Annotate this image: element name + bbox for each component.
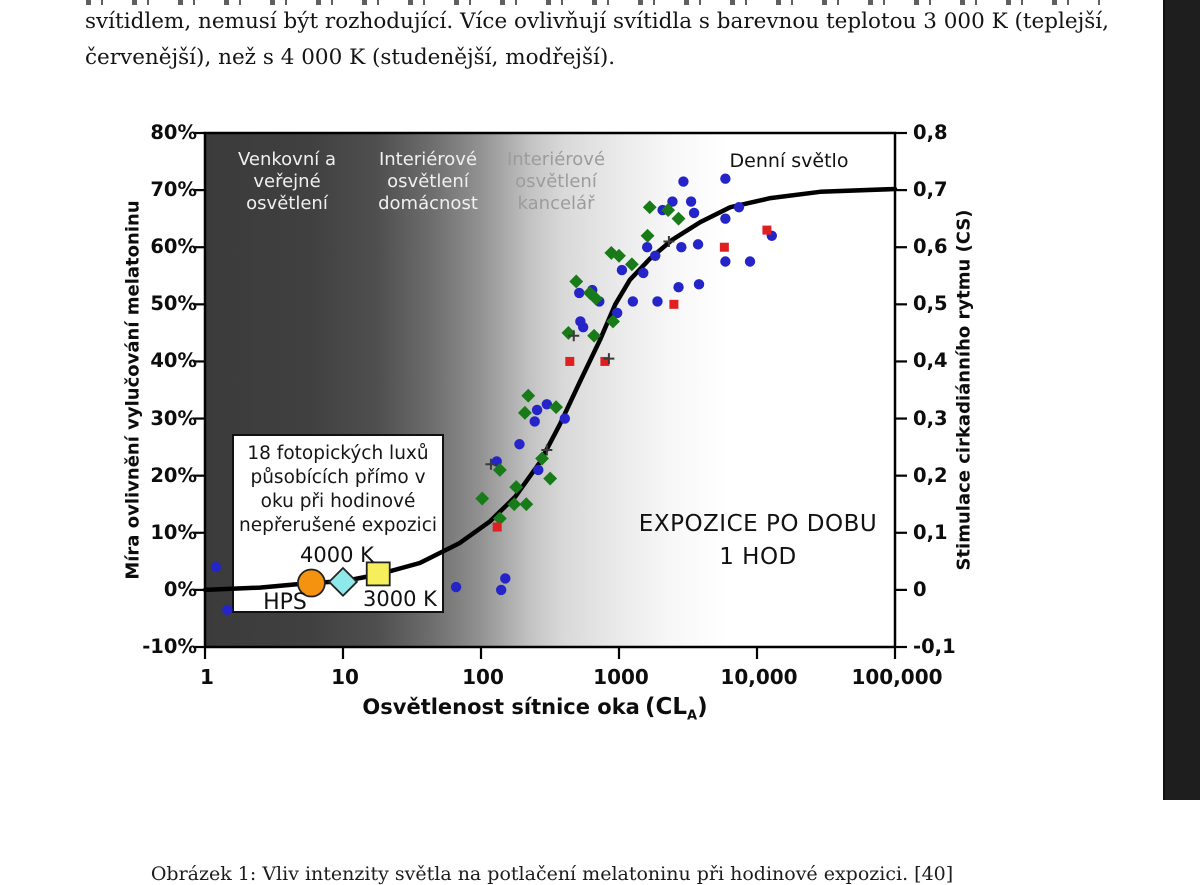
figure-caption: Obrázek 1: Vliv intenzity světla na potl… [150,863,954,885]
x-tick-label: 10 [331,665,359,689]
zone-label-daylight: Denní světlo [729,150,849,172]
y-right-tick-label: -0,1 [913,635,956,658]
annotation-line: nepřerušené expozici [239,515,437,536]
y-right-tick-label: 0,1 [913,520,948,544]
y-left-tick-label: 50% [150,292,197,316]
marker-label-4000k: 4000 K [300,543,374,567]
y-right-tick-label: 0,7 [913,178,948,202]
annotation-line: oku při hodinové [260,491,416,512]
x-tick-label: 10,000 [720,665,798,689]
y-left-tick-label: 80% [150,121,197,144]
y-left-tick-label: 20% [150,463,197,487]
x-axis-title: Osvětlenost sítnice oka (CLA) [362,694,708,724]
figure-chart: 18 fotopických luxů působících přímo v o… [0,110,1163,885]
annotation-box-text: 18 fotopických luxů působících přímo v o… [232,442,444,538]
y-right-tick-label: 0 [913,577,927,601]
y-left-tick-label: 10% [150,520,197,544]
y-left-tick-label: 70% [150,178,197,202]
y-right-tick-label: 0,6 [913,235,948,259]
y-left-tick-label: 60% [150,235,197,259]
annotation-line: působících přímo v [250,467,426,488]
clipped-text-line [86,0,1100,5]
zone-label-home: Interiérové osvětlení domácnost [378,149,478,214]
zone-label-office: Interiérové osvětlení kancelář [506,149,606,214]
x-tick-label: 1 [200,665,214,689]
letterbox-bar-right [1163,0,1200,800]
x-tick-label: 100 [462,665,504,689]
y-right-tick-label: 0,8 [913,121,948,144]
y-right-tick-label: 0,5 [913,292,948,316]
y-right-tick-label: 0,3 [913,406,948,430]
y-left-tick-label: 0% [163,577,197,601]
y-axis-right-title: Stimulace cirkadiánního rytmu (CS) [953,209,975,571]
y-left-tick-label: 30% [150,406,197,430]
x-tick-label: 1000 [593,665,649,689]
y-right-tick-label: 0,4 [913,349,948,373]
annotation-line: 18 fotopických luxů [247,443,429,464]
y-right-tick-label: 0,2 [913,463,948,487]
paragraph-line-1: svítidlem, nemusí být rozhodující. Více … [85,9,1110,34]
y-left-tick-label: 40% [150,349,197,373]
marker-label-hps: HPS [263,590,307,615]
marker-label-3000k: 3000 K [363,587,437,611]
zone-label-outdoor: Venkovní a veřejné osvětlení [237,149,337,214]
paragraph-line-2: červenější), než s 4 000 K (studenější, … [85,45,616,70]
exposure-annotation: EXPOZICE PO DOBU 1 HOD [638,511,878,570]
x-tick-label: 100,000 [851,665,943,689]
y-left-tick-label: -10% [142,635,197,658]
